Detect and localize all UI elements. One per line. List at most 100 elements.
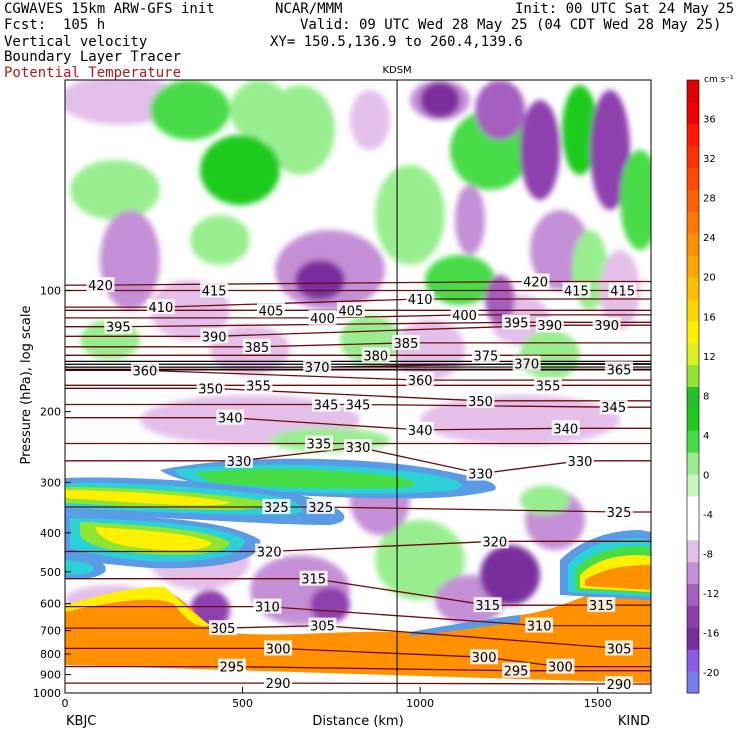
y-tick-label: 500: [40, 566, 61, 579]
theta-label: 360: [408, 374, 433, 389]
theta-label-bg: [86, 277, 115, 293]
theta-label: 385: [244, 341, 269, 356]
colorbar-swatch: [687, 101, 699, 125]
theta-label-bg: [592, 317, 621, 333]
colorbar-tick-label: -16: [703, 629, 719, 640]
colorbar-tick-label: 12: [703, 352, 716, 363]
colorbar-swatch: [687, 342, 699, 366]
colorbar-swatch: [687, 452, 699, 475]
theta-label: 380: [363, 349, 388, 364]
theta-label: 375: [473, 349, 498, 364]
theta-label-bg: [502, 662, 531, 678]
colorbar-swatch: [687, 583, 699, 606]
theta-label: 395: [504, 316, 529, 331]
theta-label: 390: [537, 319, 562, 334]
theta-label: 355: [246, 379, 271, 394]
theta-label-bg: [104, 318, 133, 334]
colorbar-swatch: [687, 320, 699, 344]
theta-label-bg: [406, 421, 435, 437]
theta-label-bg: [466, 392, 495, 408]
theta-label: 340: [408, 424, 433, 439]
theta-label-bg: [470, 649, 499, 665]
potential-temperature-contours: [65, 280, 651, 685]
colorbar-swatch: [687, 80, 699, 103]
colorbar-swatch: [687, 211, 699, 234]
theta-label-bg: [406, 291, 435, 307]
xy-range: XY= 150.5,136.9 to 260.4,139.6: [270, 34, 523, 50]
y-axis-ticks: 100 200 300 400 500 600 700 800 900 1000: [33, 284, 71, 700]
theta-label-bg: [546, 658, 575, 674]
theta-label-bg: [391, 334, 420, 350]
theta-label: 330: [468, 468, 493, 483]
station-right-label: KIND: [618, 714, 650, 729]
theta-label: 410: [408, 293, 433, 308]
theta-label: 415: [202, 284, 227, 299]
y-tick-label: 400: [40, 527, 61, 540]
x-axis-title: Distance (km): [312, 714, 403, 729]
theta-label: 420: [88, 279, 113, 294]
theta-label: 325: [607, 506, 632, 521]
colorbar-frame: [686, 79, 700, 694]
field-potential-temperature: Potential Temperature: [4, 65, 182, 81]
colorbar-tick-label: 0: [703, 470, 709, 481]
y-tick-label: 800: [40, 648, 61, 661]
theta-label: 300: [548, 661, 573, 676]
colorbar-tick-label: 20: [703, 273, 716, 284]
y-tick-label: 700: [40, 625, 61, 638]
theta-label-bg: [480, 533, 509, 549]
theta-contour-350: [65, 387, 651, 402]
y-tick-label: 100: [40, 284, 61, 297]
theta-label: 290: [607, 678, 632, 693]
x-tick-label: 1000: [406, 697, 434, 710]
theta-label: 300: [266, 642, 291, 657]
theta-label-bg: [242, 338, 271, 354]
theta-label: 390: [594, 319, 619, 334]
field-vertical-velocity: Vertical velocity: [4, 34, 148, 50]
theta-label: 350: [468, 395, 493, 410]
colorbar-tick-label: -12: [703, 589, 719, 600]
colorbar-swatch: [687, 167, 699, 190]
y-tick-label: 1000: [33, 687, 61, 700]
colorbar-swatch: [687, 364, 699, 387]
theta-label-bg: [299, 570, 328, 586]
theta-label: 320: [482, 535, 507, 550]
station-left-label: KBJC: [66, 714, 96, 729]
theta-label-bg: [264, 640, 293, 656]
colorbar-swatch: [687, 561, 699, 585]
theta-label-bg: [304, 435, 333, 451]
theta-label-bg: [264, 675, 293, 691]
theta-contour-420: [65, 280, 651, 286]
plot-frame: [64, 79, 652, 694]
theta-label-bg: [344, 439, 372, 455]
theta-label: 350: [198, 382, 223, 397]
theta-label-bg: [587, 597, 616, 613]
theta-label-bg: [562, 282, 591, 298]
org-label: NCAR/MMM: [275, 1, 343, 17]
theta-label: 310: [255, 601, 280, 616]
theta-label: 345: [314, 399, 339, 414]
colorbar-swatch: [687, 145, 699, 169]
theta-label: 370: [514, 358, 539, 373]
theta-label-bg: [217, 658, 246, 674]
theta-label-bg: [450, 306, 479, 322]
colorbar: -20 -16 -12 -8 -4 0 4 8 12 16 20 24 28 32 36: [686, 79, 719, 694]
theta-label: 295: [220, 661, 245, 676]
x-tick-label: 0: [62, 697, 69, 710]
theta-label-bg: [308, 617, 337, 633]
theta-label-bg: [361, 347, 390, 363]
theta-label-bg: [200, 328, 229, 344]
theta-label: 315: [475, 599, 500, 614]
theta-label: 335: [307, 438, 332, 453]
theta-label: 345: [601, 401, 626, 416]
colorbar-swatch: [687, 408, 699, 431]
theta-contour-400: [65, 314, 651, 319]
colorbar-tick-label: 16: [703, 312, 716, 323]
colorbar-swatch: [687, 539, 699, 563]
theta-label-bg: [534, 377, 563, 393]
theta-label: 340: [553, 422, 578, 437]
kdsm-marker-label: KDSM: [382, 65, 411, 76]
colorbar-swatch: [687, 189, 699, 212]
colorbar-tick-label: -8: [703, 550, 713, 561]
theta-label: 300: [472, 651, 497, 666]
theta-label: 400: [310, 312, 335, 327]
